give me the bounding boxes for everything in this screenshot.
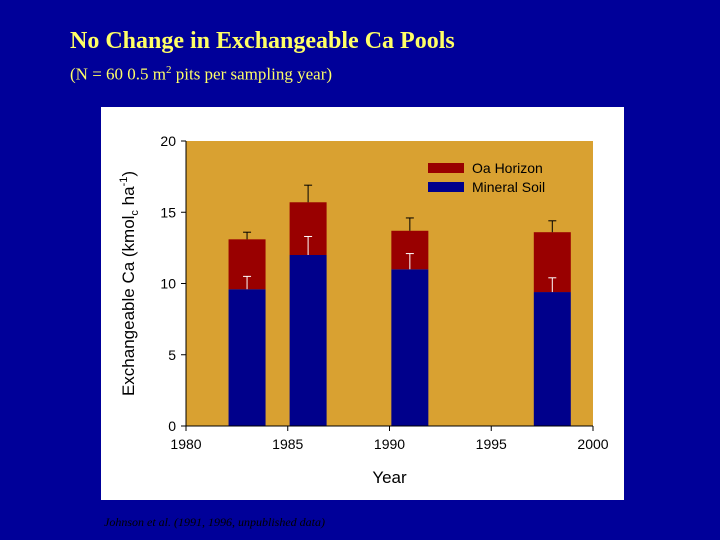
y-tick-label: 20 bbox=[160, 133, 176, 149]
citation: Johnson et al. (1991, 1996, unpublished … bbox=[104, 515, 325, 529]
y-axis-label: Exchangeable Ca (kmolc ha-1) bbox=[118, 171, 141, 396]
error-bars bbox=[243, 184, 557, 293]
subtitle-prefix: (N = 60 0.5 m bbox=[70, 64, 166, 84]
x-tick-label: 1990 bbox=[374, 436, 405, 452]
y-axis-label-part: c bbox=[129, 210, 141, 216]
y-tick-label: 0 bbox=[168, 418, 176, 434]
legend: Oa Horizon Mineral Soil bbox=[428, 160, 545, 195]
bar-mineral-soil bbox=[228, 289, 266, 426]
bars bbox=[228, 202, 571, 426]
legend-swatch bbox=[428, 163, 464, 173]
axes: 0 5 10 15 20 1980 1985 1990 1995 2000 bbox=[160, 133, 608, 452]
chart-panel: 0 5 10 15 20 1980 1985 1990 1995 2000 Oa Horizon M… bbox=[101, 107, 624, 500]
y-axis-label-part: Exchangeable Ca (kmol bbox=[119, 216, 138, 396]
x-tick-label: 1985 bbox=[272, 436, 303, 452]
y-axis-label-part: -1 bbox=[118, 177, 130, 187]
x-tick-label: 1995 bbox=[476, 436, 507, 452]
x-axis-label: Year bbox=[372, 468, 407, 487]
bar-mineral-soil bbox=[289, 255, 327, 426]
subtitle-superscript: 2 bbox=[166, 64, 172, 76]
slide-subtitle: (N = 60 0.5 m2 pits per sampling year) bbox=[70, 64, 332, 85]
bar-mineral-soil bbox=[391, 269, 429, 426]
legend-label: Oa Horizon bbox=[472, 160, 543, 176]
y-tick-label: 10 bbox=[160, 276, 176, 292]
chart: 0 5 10 15 20 1980 1985 1990 1995 2000 Oa Horizon M… bbox=[118, 133, 609, 487]
legend-swatch bbox=[428, 182, 464, 192]
legend-label: Mineral Soil bbox=[472, 179, 545, 195]
y-axis-label-part: ) bbox=[119, 171, 138, 177]
x-tick-label: 1980 bbox=[170, 436, 201, 452]
y-axis-label-part: ha bbox=[119, 186, 138, 210]
slide-title: No Change in Exchangeable Ca Pools bbox=[70, 28, 455, 54]
y-tick-label: 15 bbox=[160, 204, 176, 220]
y-tick-label: 5 bbox=[168, 347, 176, 363]
bar-mineral-soil bbox=[533, 292, 571, 426]
subtitle-suffix: pits per sampling year) bbox=[171, 64, 333, 84]
x-tick-label: 2000 bbox=[577, 436, 608, 452]
